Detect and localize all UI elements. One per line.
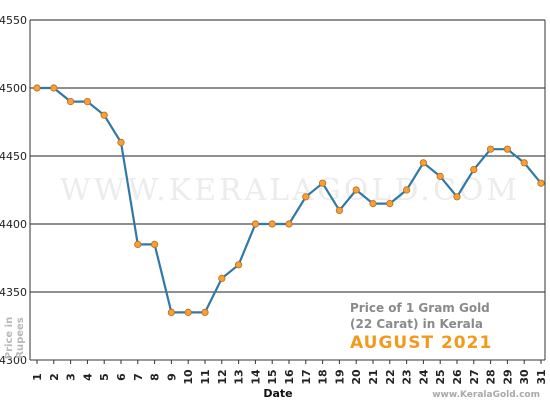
price-markers (33, 84, 545, 316)
data-point (453, 193, 461, 201)
x-tick-label: 16 (283, 369, 296, 385)
x-tick-label: 21 (367, 369, 380, 384)
data-point (318, 179, 327, 187)
data-point (352, 186, 360, 194)
x-tick-label: 14 (249, 369, 262, 385)
grid-lines (30, 19, 545, 293)
data-point (251, 220, 259, 228)
data-point (386, 200, 394, 208)
data-point (117, 138, 125, 146)
data-point (100, 111, 108, 119)
y-axis-label-line2: Rupees (15, 317, 26, 359)
plot-area (30, 20, 545, 360)
source-credit: www.KeralaGold.com (432, 390, 540, 400)
data-point (67, 98, 75, 106)
x-tick-label: 2 (48, 373, 61, 381)
data-point (218, 274, 226, 282)
x-tick-label: 11 (199, 369, 212, 384)
y-tick-label: 4400 (0, 218, 27, 231)
caption-line1: Price of 1 Gram Gold (350, 301, 490, 315)
data-point (184, 308, 192, 316)
x-tick-label: 10 (182, 369, 195, 385)
x-tick-label: 1 (31, 373, 44, 381)
x-tick-label: 23 (401, 369, 414, 384)
data-point (503, 145, 511, 153)
y-axis-label-line1: Price in (4, 317, 15, 359)
x-tick-label: 24 (417, 369, 430, 385)
data-point (285, 220, 293, 228)
x-axis-ticks: 1 2 3 4 5 6 7 8 9 10 11 12 13 14 15 16 17 18 19 20 21 22 23 24 2… (31, 360, 548, 385)
x-tick-label: 19 (333, 369, 346, 384)
y-tick-label: 4350 (0, 286, 27, 299)
data-point (235, 261, 243, 269)
data-point (419, 159, 427, 167)
data-point (520, 159, 528, 167)
data-point (302, 193, 310, 201)
x-tick-label: 22 (384, 369, 397, 384)
x-tick-label: 30 (518, 369, 531, 385)
data-point (268, 220, 276, 228)
y-tick-label: 4500 (0, 82, 27, 95)
x-tick-label: 3 (65, 373, 78, 381)
x-tick-label: 7 (132, 373, 145, 381)
x-tick-label: 8 (149, 373, 162, 381)
data-point (167, 308, 175, 316)
data-point (83, 98, 92, 106)
data-point (470, 166, 478, 174)
x-tick-label: 26 (451, 369, 464, 385)
y-tick-label: 4300 (0, 354, 27, 367)
x-tick-label: 4 (81, 373, 94, 381)
data-point (486, 145, 495, 153)
caption-month: AUGUST 2021 (350, 333, 492, 353)
data-point (335, 206, 343, 214)
x-tick-label: 13 (233, 369, 246, 384)
x-tick-label: 17 (300, 369, 313, 384)
x-tick-label: 31 (535, 369, 548, 384)
x-tick-label: 12 (216, 369, 229, 384)
x-tick-label: 20 (350, 369, 363, 385)
data-point (436, 172, 444, 180)
x-tick-label: 6 (115, 373, 128, 381)
data-point (537, 179, 545, 187)
data-point (134, 240, 142, 248)
x-tick-label: 5 (98, 373, 111, 381)
data-point (151, 240, 159, 248)
data-point (33, 84, 41, 92)
x-tick-label: 9 (165, 373, 178, 381)
caption-line2: (22 Carat) in Kerala (350, 317, 483, 331)
data-point (402, 186, 411, 194)
y-tick-label: 4550 (0, 14, 27, 27)
x-tick-label: 18 (317, 369, 330, 384)
x-tick-label: 29 (501, 369, 514, 384)
x-tick-label: 15 (266, 369, 279, 384)
x-tick-label: 27 (468, 369, 481, 384)
data-point (50, 84, 58, 92)
data-point (201, 308, 209, 316)
y-tick-label: 4450 (0, 150, 27, 163)
data-point (369, 200, 377, 208)
y-axis-ticks: 4300 4350 4400 4450 4500 4550 (0, 14, 27, 367)
x-tick-label: 25 (434, 369, 447, 384)
x-axis-label: Date (263, 387, 292, 400)
x-tick-label: 28 (485, 369, 498, 384)
